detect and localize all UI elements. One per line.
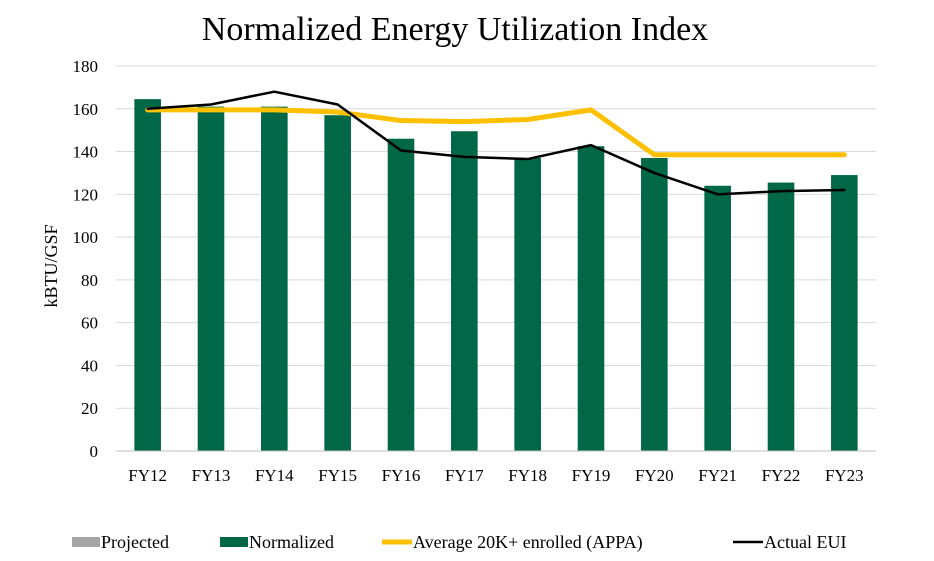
x-tick-label: FY20: [635, 466, 674, 485]
x-tick-label: FY21: [698, 466, 737, 485]
x-tick-label: FY19: [572, 466, 611, 485]
y-tick-label: 20: [81, 399, 98, 418]
y-tick-label: 80: [81, 271, 98, 290]
bar-normalized-fy13: [197, 106, 225, 451]
y-tick-label: 0: [90, 442, 99, 461]
legend-item-projected: Projected: [72, 532, 169, 552]
gridlines: [116, 65, 876, 409]
bar-normalized-fy18: [514, 157, 541, 451]
legend-label: Average 20K+ enrolled (APPA): [413, 532, 643, 553]
bar-normalized-fy12: [134, 99, 161, 452]
legend-swatch: [72, 537, 100, 547]
y-axis-title: kBTU/GSF: [41, 224, 61, 307]
legend-swatch: [220, 537, 248, 547]
x-tick-label: FY17: [445, 466, 484, 485]
x-tick-label: FY23: [825, 466, 864, 485]
y-tick-label: 140: [73, 143, 99, 162]
bar-normalized-fy14: [261, 106, 288, 451]
chart-title: Normalized Energy Utilization Index: [202, 11, 708, 48]
y-tick-label: 60: [81, 314, 98, 333]
y-tick-label: 40: [81, 356, 98, 375]
bar-normalized-fy22: [767, 182, 795, 451]
y-tick-label: 180: [73, 57, 99, 76]
legend-label: Normalized: [249, 532, 334, 552]
legend: Projected Normalized Average 20K+ enrolled…: [72, 532, 846, 553]
series-line-average-20k-enrolled-appa: [145, 107, 847, 158]
bar-normalized-fy19: [577, 146, 605, 452]
legend-item-actual-eui: Actual EUI: [733, 532, 846, 552]
bars: [134, 99, 858, 452]
y-tick-label: 120: [73, 185, 99, 204]
legend-item-normalized: Normalized: [220, 532, 334, 552]
y-tick-label: 160: [73, 100, 99, 119]
x-tick-label: FY15: [318, 466, 357, 485]
bar-normalized-fy23: [831, 175, 858, 452]
x-tick-label: FY14: [255, 466, 294, 485]
bar-normalized-fy21: [704, 185, 731, 451]
series-line-actual-eui: [146, 90, 846, 196]
x-tick-label: FY22: [762, 466, 801, 485]
legend-label: Actual EUI: [764, 532, 846, 552]
x-axis-ticks: FY12 FY13 FY14 FY15 FY16 FY17 FY18 FY19 FY20 FY21…: [128, 466, 863, 485]
bar-normalized-fy20: [641, 157, 668, 451]
x-tick-label: FY12: [128, 466, 167, 485]
y-tick-label: 100: [73, 228, 99, 247]
x-tick-label: FY18: [508, 466, 547, 485]
x-tick-label: FY16: [382, 466, 421, 485]
lines: [145, 90, 847, 196]
bar-normalized-fy16: [387, 138, 415, 451]
bar-normalized-fy17: [451, 131, 478, 451]
x-tick-label: FY13: [192, 466, 231, 485]
bar-normalized-fy15: [324, 115, 351, 451]
legend-label: Projected: [101, 532, 169, 552]
y-axis-ticks: 0 20 40 60 80 100 120 140 160 180: [73, 57, 99, 461]
legend-item-average-20k-enrolled-appa: Average 20K+ enrolled (APPA): [382, 532, 643, 553]
